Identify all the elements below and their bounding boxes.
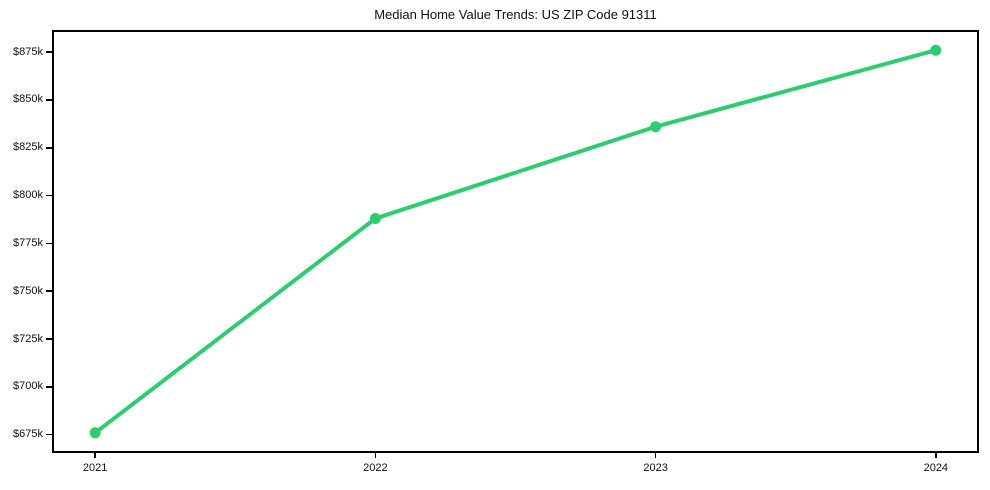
- data-point-marker: [930, 44, 942, 56]
- data-point-marker: [650, 121, 662, 133]
- y-tick-mark: [46, 51, 52, 53]
- y-tick-label: $850k: [13, 93, 43, 106]
- trend-line: [93, 48, 938, 435]
- x-tick-label: 2024: [923, 462, 949, 474]
- y-tick-mark: [46, 290, 52, 292]
- y-tick-label: $875k: [13, 45, 43, 58]
- x-tick-mark: [654, 453, 657, 458]
- data-point-markers: [89, 44, 942, 439]
- y-tick-mark: [46, 386, 52, 388]
- y-tick-label: $700k: [13, 380, 43, 393]
- y-tick-label: $725k: [13, 332, 43, 345]
- line-series-svg: [89, 44, 942, 439]
- y-tick-label: $800k: [13, 189, 43, 202]
- y-tick-mark: [46, 433, 52, 436]
- x-tick-label: 2023: [643, 462, 668, 474]
- data-point-marker: [89, 427, 101, 439]
- y-tick-mark: [46, 242, 52, 245]
- chart-title: Median Home Value Trends: US ZIP Code 91…: [374, 7, 657, 22]
- y-tick-mark: [46, 194, 52, 197]
- x-tick-label: 2022: [363, 462, 388, 474]
- plot-area: [52, 30, 979, 453]
- x-tick-mark: [94, 453, 96, 458]
- y-tick-label: $775k: [13, 236, 43, 249]
- data-point-marker: [369, 213, 381, 224]
- y-tick-mark: [46, 147, 52, 149]
- y-tick-label: $675k: [13, 428, 43, 441]
- x-tick-mark: [374, 453, 377, 458]
- y-tick-label: $825k: [13, 141, 43, 154]
- x-tick-mark: [935, 453, 937, 458]
- x-tick-label: 2021: [82, 462, 108, 474]
- y-tick-mark: [46, 99, 52, 101]
- y-tick-label: $750k: [13, 284, 43, 297]
- y-tick-mark: [46, 338, 52, 340]
